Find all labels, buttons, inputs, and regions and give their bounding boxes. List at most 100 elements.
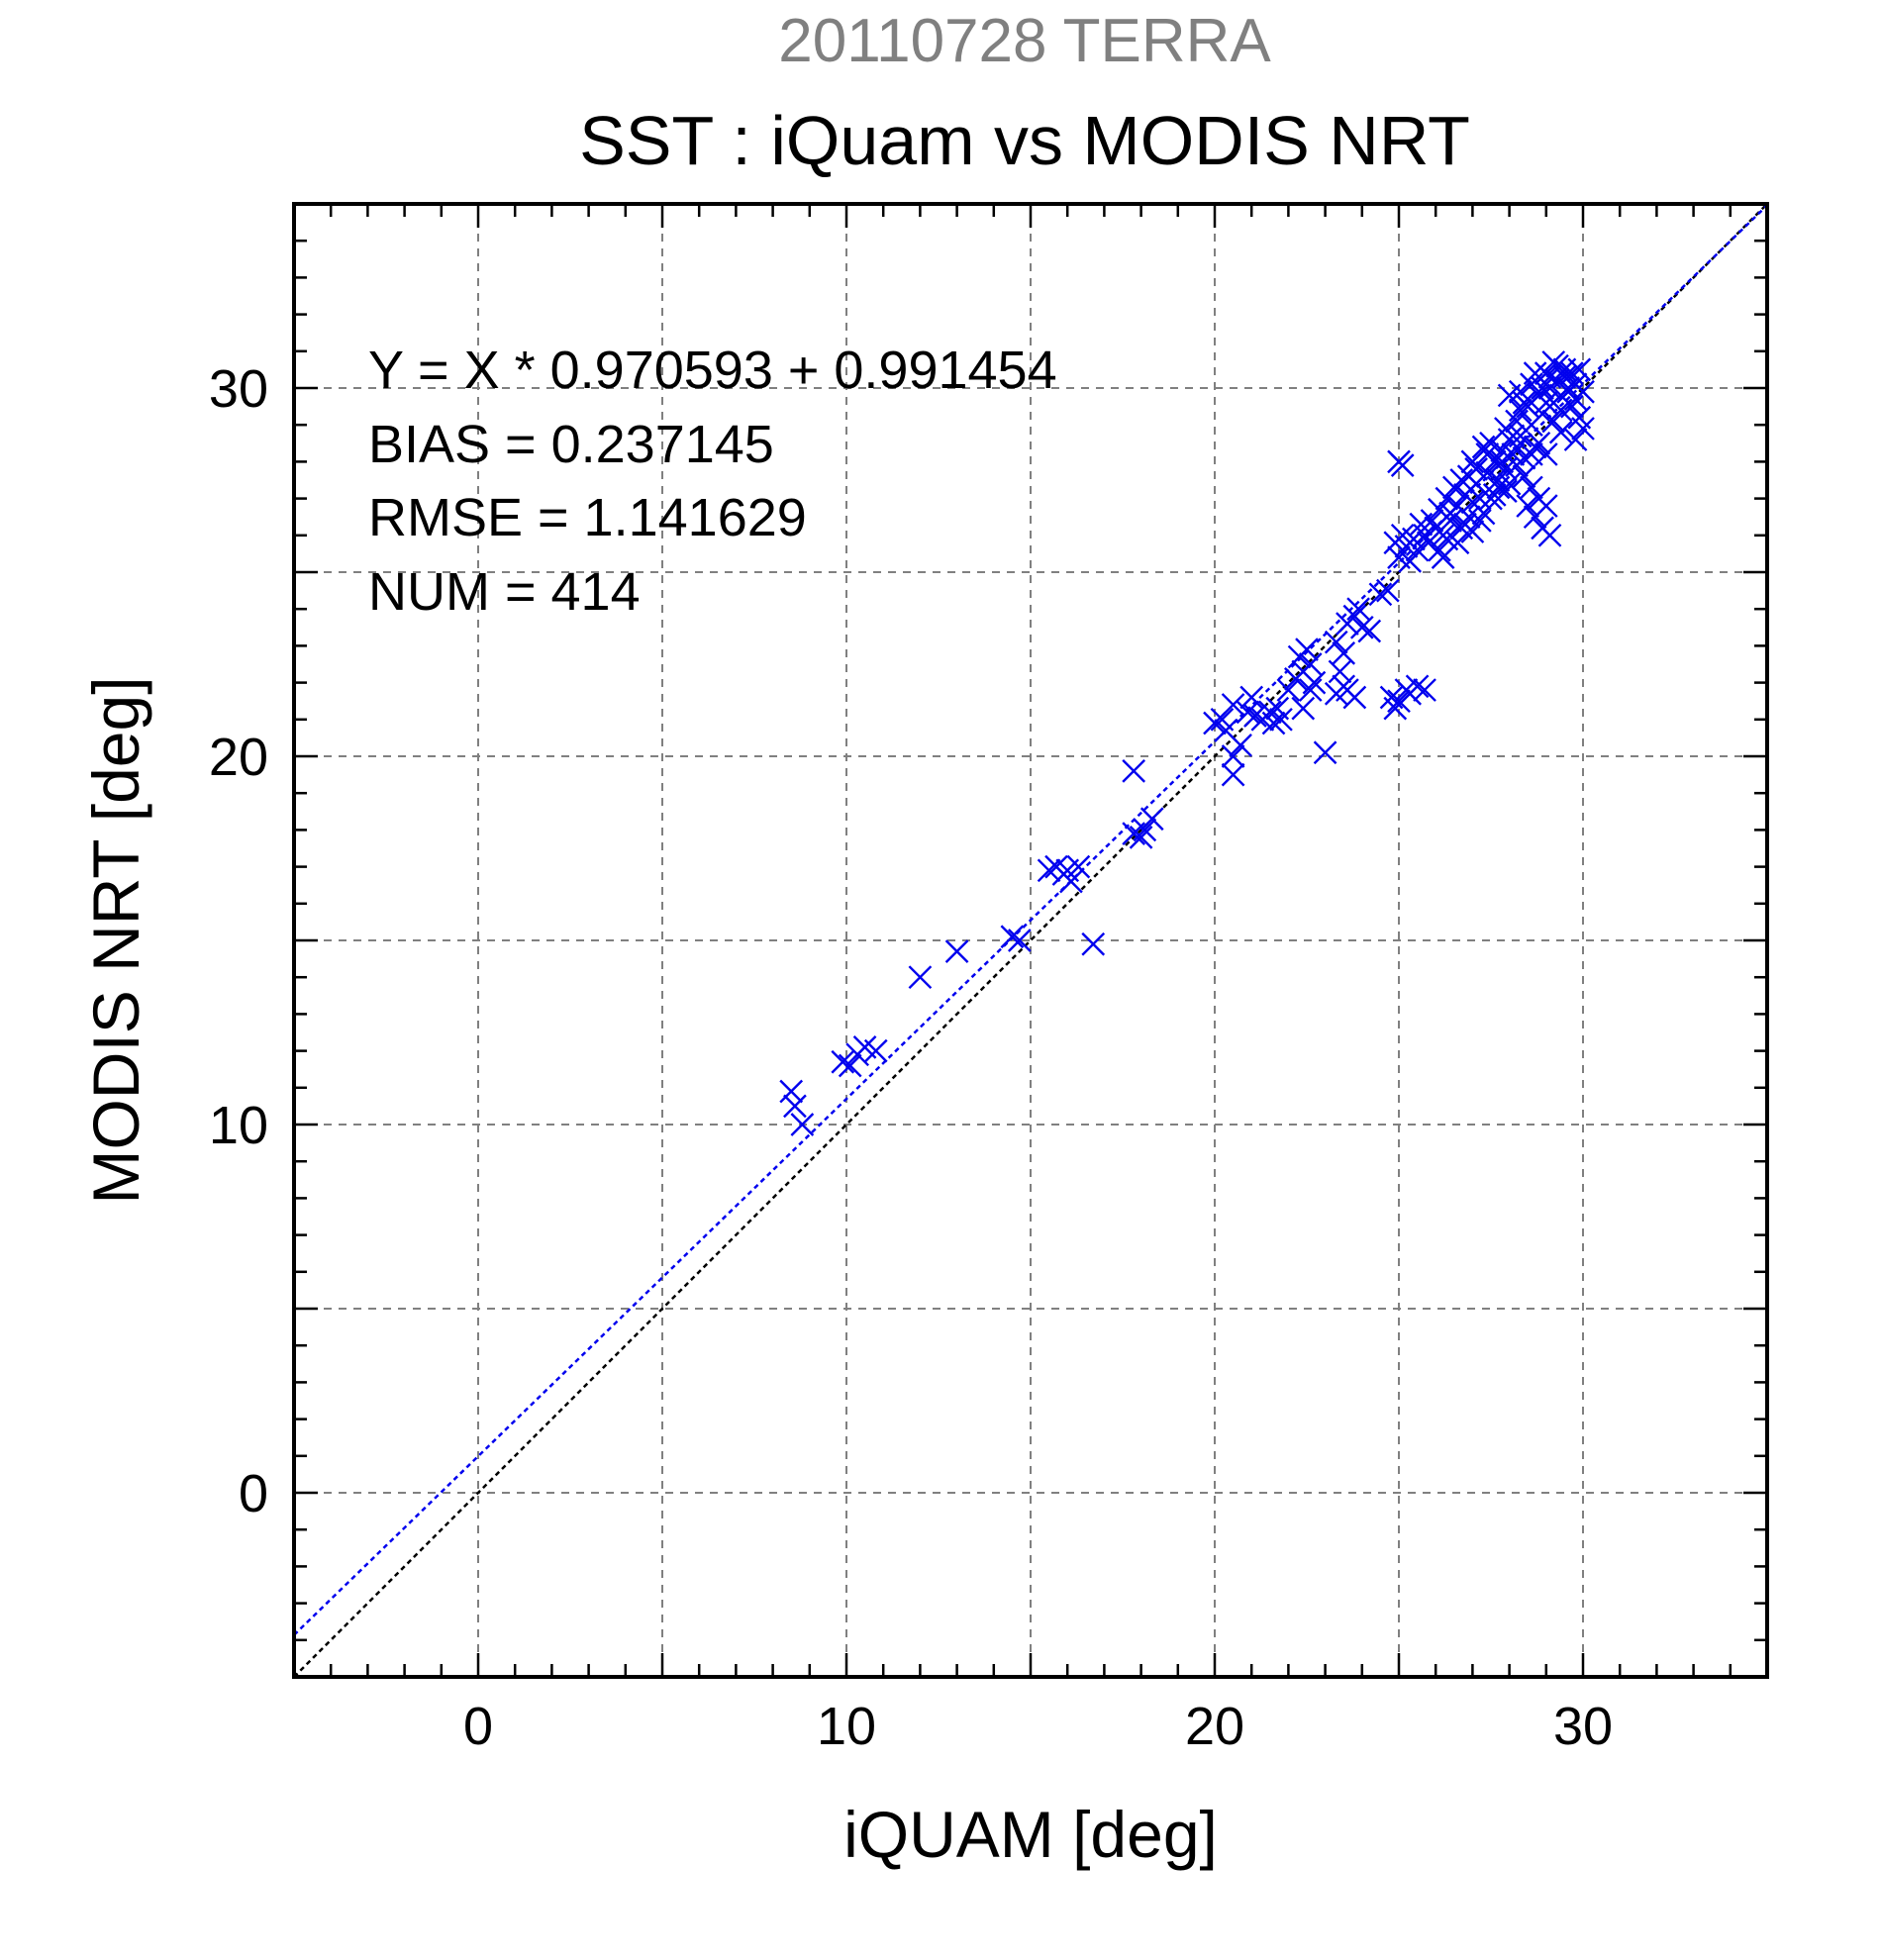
data-point: [1438, 501, 1462, 526]
data-point: [1523, 361, 1547, 385]
data-point: [1460, 449, 1485, 474]
y-axis-label: MODIS NRT [deg]: [79, 676, 152, 1204]
chart-supertitle: 20110728 TERRA: [778, 7, 1271, 75]
data-point: [1229, 733, 1252, 757]
data-point: [1523, 505, 1547, 530]
x-tick-label: 20: [1185, 1697, 1244, 1756]
stats-box: Y = X * 0.970593 + 0.991454 BIAS = 0.237…: [368, 341, 1057, 622]
data-point: [1449, 468, 1474, 492]
data-point: [1324, 630, 1348, 654]
data-point: [1508, 398, 1533, 423]
data-point: [1456, 464, 1481, 489]
data-point: [1435, 486, 1459, 511]
data-point: [1445, 531, 1470, 555]
data-point: [1567, 357, 1592, 382]
plot-frame: [292, 202, 1769, 1679]
bias-label: BIAS = 0.237145: [368, 415, 774, 474]
data-point: [790, 1113, 815, 1136]
data-point: [1129, 825, 1153, 849]
data-point: [908, 965, 933, 990]
data-point: [1261, 711, 1286, 735]
data-point: [1467, 486, 1492, 511]
data-point: [1133, 818, 1157, 842]
data-points: [779, 350, 1595, 1136]
data-point: [1482, 483, 1507, 507]
data-point: [1527, 431, 1551, 455]
data-point: [1387, 689, 1411, 714]
data-point: [1541, 409, 1566, 434]
grid-lines: [294, 204, 1767, 1677]
data-point: [1302, 670, 1327, 695]
data-point: [783, 1094, 807, 1119]
data-point: [1291, 696, 1316, 721]
data-point: [1236, 700, 1260, 725]
rmse-label: RMSE = 1.141629: [368, 488, 807, 547]
data-point: [1571, 417, 1595, 441]
data-point: [1537, 364, 1562, 389]
data-point: [1438, 509, 1462, 533]
data-point: [1563, 428, 1588, 451]
data-point: [1368, 582, 1393, 607]
y-tick-label: 20: [209, 728, 268, 787]
data-point: [1512, 464, 1536, 489]
data-point: [1007, 929, 1032, 952]
data-point: [1559, 361, 1584, 385]
data-point: [944, 939, 969, 964]
data-point: [1139, 807, 1164, 832]
data-point: [1342, 685, 1367, 710]
data-point: [1471, 501, 1496, 526]
x-tick-label: 10: [817, 1697, 876, 1756]
fit-equation: Y = X * 0.970593 + 0.991454: [368, 341, 1057, 400]
data-point: [1221, 744, 1245, 768]
y-tick-label: 0: [239, 1464, 268, 1523]
data-point: [1534, 391, 1558, 415]
data-point: [1346, 597, 1370, 622]
data-point: [1298, 678, 1323, 702]
x-tick-label: 0: [463, 1697, 493, 1756]
data-point: [1375, 578, 1400, 603]
data-point: [1221, 693, 1245, 717]
data-point: [1269, 707, 1293, 732]
data-point: [1357, 619, 1382, 643]
data-point: [1449, 516, 1474, 540]
data-point: [1239, 685, 1264, 710]
axis-ticks: [292, 202, 1769, 1679]
data-point: [1490, 449, 1515, 474]
data-point: [1428, 538, 1451, 562]
data-point: [1520, 442, 1543, 466]
data-point: [1390, 453, 1415, 477]
data-point: [1409, 512, 1434, 537]
data-point: [1243, 704, 1267, 728]
data-point: [1516, 494, 1540, 518]
data-point: [1508, 379, 1533, 404]
data-point: [1298, 652, 1323, 676]
data-point: [1037, 858, 1061, 883]
data-point: [1531, 376, 1554, 400]
data-point: [863, 1038, 888, 1063]
data-point: [1000, 925, 1025, 949]
data-point: [1475, 442, 1500, 466]
data-point: [1081, 931, 1106, 956]
data-point: [1431, 523, 1455, 547]
y-tick-label: 10: [209, 1096, 268, 1155]
data-point: [1467, 509, 1492, 533]
data-point: [1405, 674, 1430, 699]
data-point: [1548, 420, 1573, 444]
data-point: [1122, 759, 1146, 783]
data-point: [1066, 854, 1091, 879]
data-point: [1221, 762, 1245, 787]
data-point: [838, 1053, 862, 1078]
y-tick-label: 30: [209, 359, 268, 419]
data-point: [1295, 637, 1319, 661]
chart-title: SST : iQuam vs MODIS NRT: [579, 102, 1470, 179]
data-point: [831, 1049, 855, 1074]
data-point: [1497, 471, 1522, 496]
data-point: [1505, 453, 1529, 477]
data-point: [1328, 659, 1352, 684]
data-point: [1332, 640, 1356, 665]
data-point: [1520, 475, 1543, 500]
data-point: [1471, 435, 1496, 459]
y-tick-labels: 0 10 20 30: [209, 359, 268, 1523]
data-point: [1203, 711, 1227, 735]
